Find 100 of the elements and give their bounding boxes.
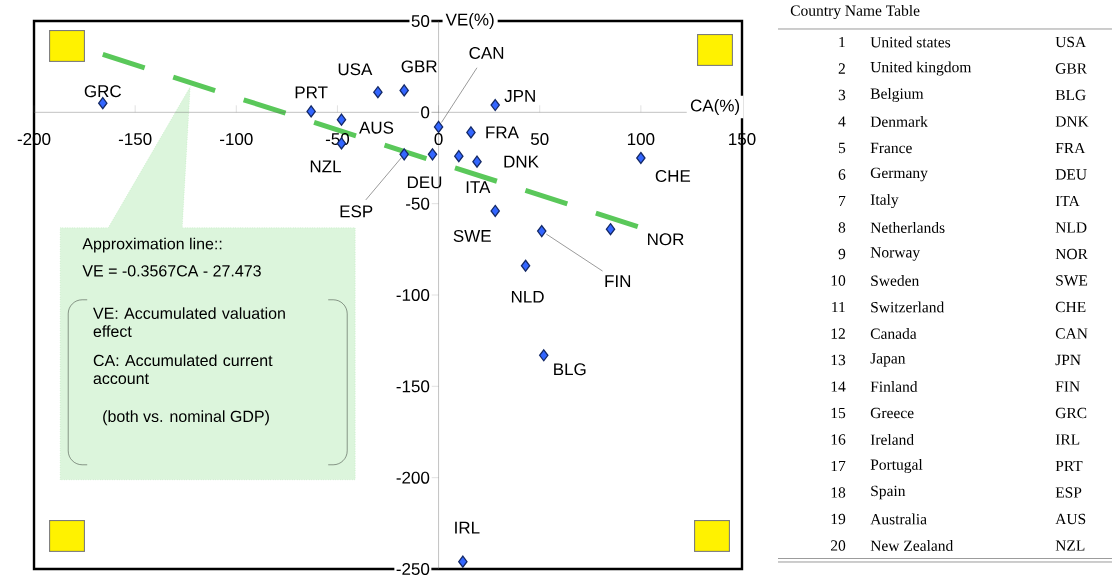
text: NOR bbox=[1055, 248, 1088, 260]
text: NZL bbox=[1055, 540, 1085, 551]
point bbox=[490, 98, 500, 112]
text: AUS bbox=[1055, 513, 1086, 525]
data-label: 20 bbox=[830, 540, 846, 551]
point bbox=[520, 259, 531, 272]
text: PRT bbox=[1055, 460, 1083, 472]
category-label: New Zealand bbox=[870, 540, 954, 551]
annotation: ESP bbox=[340, 205, 373, 218]
y-tick-label: -250 bbox=[396, 562, 430, 576]
x-tick-label: 100 bbox=[627, 133, 655, 146]
data-label: 9 bbox=[838, 248, 846, 260]
annotation: PRT bbox=[295, 86, 328, 99]
data-label: 18 bbox=[831, 487, 846, 498]
text: NLD bbox=[1055, 222, 1087, 233]
annotation: CHE bbox=[655, 169, 691, 183]
category-label: France bbox=[870, 142, 912, 154]
text: ITA bbox=[1055, 195, 1080, 207]
annotation: NOR bbox=[648, 233, 684, 246]
annotation: (both vs. nominal GDP) bbox=[103, 410, 269, 426]
category-label: Greece bbox=[870, 407, 914, 419]
text: FIN bbox=[1055, 381, 1080, 392]
x-tick-label: 50 bbox=[530, 133, 549, 146]
y-tick-label: -100 bbox=[396, 288, 430, 302]
data-label: 17 bbox=[831, 460, 846, 472]
annotation: FRA bbox=[486, 126, 519, 139]
data-label: 16 bbox=[831, 434, 846, 445]
text: USA bbox=[1055, 36, 1087, 48]
category-label: Portugal bbox=[870, 458, 923, 474]
annotation: IRL bbox=[455, 521, 480, 534]
data-label: 10 bbox=[831, 275, 846, 286]
data-label: 5 bbox=[838, 142, 846, 154]
point bbox=[433, 120, 444, 134]
text: CHE bbox=[1055, 301, 1086, 313]
category-label: United states bbox=[870, 36, 951, 48]
data-label: 15 bbox=[831, 407, 846, 419]
data-label: 13 bbox=[831, 354, 846, 366]
point bbox=[466, 126, 476, 139]
annotation: FIN bbox=[605, 275, 631, 287]
annotation: AUS bbox=[359, 121, 394, 134]
point bbox=[472, 155, 482, 168]
annotation: VE: Accumulated valuation effect bbox=[93, 307, 285, 337]
category-label: Denmark bbox=[870, 116, 928, 127]
annotation: SWE bbox=[453, 229, 491, 242]
annotation: Approximation line:: bbox=[82, 237, 222, 253]
category-label: Norway bbox=[870, 247, 921, 261]
text: FRA bbox=[1055, 142, 1086, 154]
category-label: Spain bbox=[871, 485, 906, 500]
category-label: Germany bbox=[870, 167, 928, 182]
category-label: Switzerland bbox=[871, 301, 945, 313]
data-label: 19 bbox=[831, 513, 846, 525]
point bbox=[373, 86, 383, 99]
data-label: 14 bbox=[831, 381, 846, 392]
y-tick-label: 50 bbox=[411, 14, 430, 28]
data-label: 6 bbox=[838, 169, 846, 180]
category-label: Canada bbox=[870, 328, 917, 339]
category-label: Sweden bbox=[871, 275, 920, 286]
annotation: GBR bbox=[401, 60, 437, 73]
text: JPN bbox=[1055, 354, 1081, 366]
category-label: Italy bbox=[870, 193, 899, 209]
text: SWE bbox=[1056, 275, 1088, 286]
text: DEU bbox=[1055, 169, 1087, 180]
y-tick-label: -50 bbox=[406, 197, 430, 210]
y-axis-title: VE(%) bbox=[445, 13, 494, 29]
annotation: USA bbox=[338, 63, 373, 76]
data-label: 3 bbox=[838, 89, 846, 101]
point bbox=[98, 97, 108, 110]
x-tick-label: 0 bbox=[434, 133, 443, 146]
y-tick-label: -150 bbox=[396, 380, 430, 393]
point bbox=[605, 223, 616, 236]
annotation: CA: Accumulated current account bbox=[93, 354, 273, 385]
text: IRL bbox=[1055, 434, 1080, 445]
point bbox=[336, 113, 347, 126]
text: GBR bbox=[1055, 63, 1088, 74]
annotation: GRC bbox=[84, 85, 122, 98]
x-axis-title: CA(%) bbox=[690, 99, 740, 115]
x-tick-label: -150 bbox=[118, 133, 152, 146]
text: DNK bbox=[1055, 116, 1089, 127]
x-tick-label: -100 bbox=[220, 133, 253, 146]
annotation: JPN bbox=[504, 90, 535, 102]
text: BLG bbox=[1055, 89, 1086, 101]
annotation: NZL bbox=[310, 160, 341, 173]
point bbox=[427, 148, 438, 161]
text: GRC bbox=[1055, 407, 1087, 419]
category-label: Finland bbox=[870, 381, 918, 392]
category-label: Japan bbox=[870, 353, 906, 367]
point bbox=[306, 105, 316, 118]
text: ESP bbox=[1055, 487, 1082, 498]
text: Country Name Table bbox=[790, 4, 920, 20]
data-label: 12 bbox=[831, 328, 845, 339]
data-label: 11 bbox=[832, 301, 845, 313]
annotation: CAN bbox=[469, 46, 504, 59]
data-label: 7 bbox=[839, 195, 846, 207]
point bbox=[454, 150, 464, 163]
annotation: VE = -0.3567CA - 27.473 bbox=[82, 265, 261, 277]
data-label: 8 bbox=[838, 222, 846, 233]
point bbox=[399, 84, 409, 97]
annotation: NLD bbox=[511, 290, 544, 303]
text: CAN bbox=[1055, 328, 1088, 339]
category-label: Ireland bbox=[870, 434, 914, 445]
